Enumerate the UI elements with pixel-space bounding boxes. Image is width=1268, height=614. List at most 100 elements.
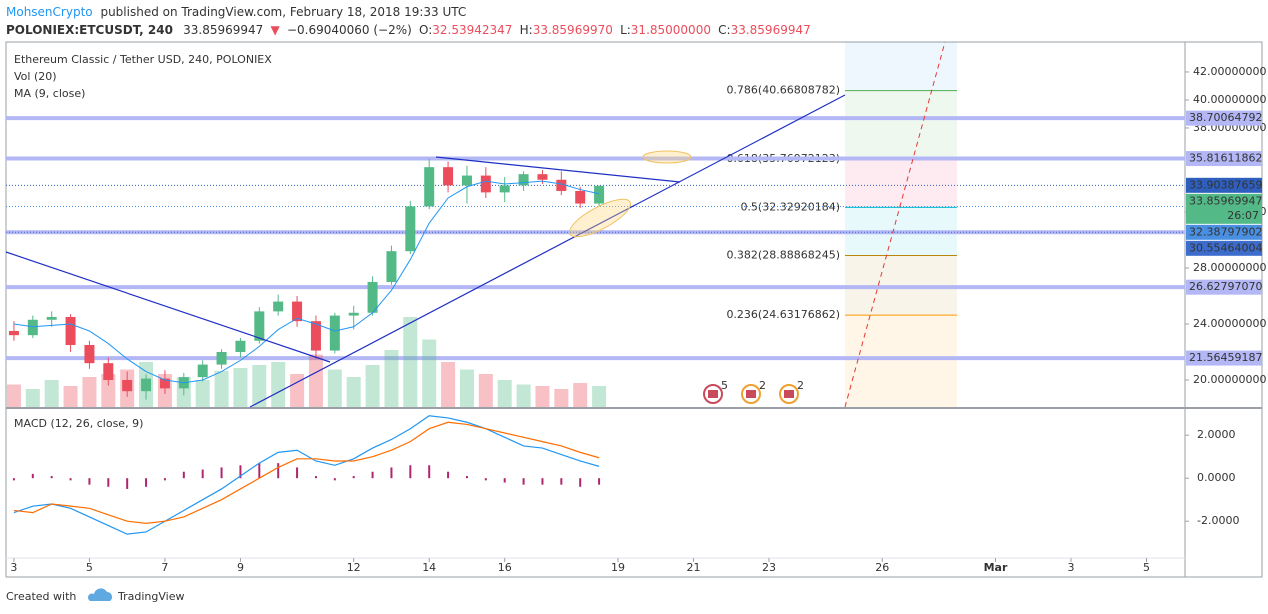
volume-bar xyxy=(459,369,474,407)
histogram-bar xyxy=(447,471,450,479)
volume-bar xyxy=(535,386,550,407)
price-label-box xyxy=(1186,224,1262,240)
histogram-bar xyxy=(390,467,393,479)
symbol-line: POLONIEX:ETCUSDT, 240 33.85969947 ▼ −0.6… xyxy=(6,23,811,37)
ma-label: MA (9, close) xyxy=(14,87,85,100)
macd-line xyxy=(13,421,600,524)
x-tick-label: Mar xyxy=(984,561,1008,574)
price-label: 33.90387659 xyxy=(1189,178,1262,191)
price-label: 35.81611862 xyxy=(1189,152,1262,165)
x-tick-label: 12 xyxy=(347,561,361,574)
highlight-ellipse xyxy=(569,198,631,238)
candle-body xyxy=(122,379,133,392)
fib-label: 0.5(32.32920184) xyxy=(740,200,840,213)
price-label-box xyxy=(1186,350,1262,366)
histogram-bar xyxy=(220,467,223,479)
volume-bar xyxy=(233,368,248,407)
price-label-box xyxy=(1186,193,1262,224)
volume-bar xyxy=(403,317,418,407)
ohlc-h-key: H: xyxy=(520,23,533,37)
volume-bar xyxy=(516,384,531,407)
candle-body xyxy=(386,251,397,282)
candle-body xyxy=(405,206,416,252)
histogram-bar xyxy=(126,478,129,489)
price-label: 26.62797070 xyxy=(1189,280,1262,293)
x-tick-label: 26 xyxy=(875,561,889,574)
histogram-bar xyxy=(182,471,185,479)
histogram-bar xyxy=(88,478,91,485)
ohlc-c: 33.85969947 xyxy=(731,23,811,37)
y-tick-label: 24.00000000 xyxy=(1193,317,1266,330)
price-label: 33.85969947 xyxy=(1189,194,1262,207)
event-flag xyxy=(708,390,718,398)
candle-body xyxy=(292,301,303,322)
volume-bar xyxy=(554,389,569,407)
x-tick-label: 16 xyxy=(498,561,512,574)
candle-body xyxy=(367,281,378,313)
histogram-bar xyxy=(107,478,110,487)
candle-body xyxy=(443,167,454,186)
brand[interactable]: TradingView xyxy=(117,590,184,603)
x-tick-label: 5 xyxy=(86,561,93,574)
author[interactable]: MohsenCrypto xyxy=(6,5,93,19)
volume-bar xyxy=(308,354,323,407)
volume-bar xyxy=(497,380,512,407)
candle-body xyxy=(84,344,95,364)
x-tick-label: 5 xyxy=(1143,561,1150,574)
published: published on TradingView.com, February 1… xyxy=(100,5,466,19)
histogram-bar xyxy=(484,478,487,481)
candle-body xyxy=(348,312,359,316)
ohlc-h: 33.85969970 xyxy=(533,23,613,37)
volume-bar xyxy=(478,374,493,407)
price-label: 32.38797902 xyxy=(1189,225,1262,238)
frame xyxy=(5,41,1263,578)
price-label: 21.56459187 xyxy=(1189,351,1262,364)
macd-title: MACD (12, 26, close, 9) xyxy=(14,417,143,430)
histogram-bar xyxy=(145,478,148,487)
histogram-bar xyxy=(314,476,317,479)
histogram-bar xyxy=(201,469,204,479)
ohlc-l-key: L: xyxy=(620,23,631,37)
volume-bar xyxy=(25,389,40,407)
histogram-bar xyxy=(409,465,412,479)
histogram-bar xyxy=(598,478,601,485)
y-tick-label: 40.00000000 xyxy=(1193,93,1266,106)
volume-bar xyxy=(290,374,305,407)
y-tick-label: 20.00000000 xyxy=(1193,373,1266,386)
fib-label: 0.236(24.63176862) xyxy=(726,308,840,321)
fib-label: 0.786(40.66808782) xyxy=(726,84,840,97)
volume-bar xyxy=(573,383,588,407)
price-label: 30.55464004 xyxy=(1189,241,1262,254)
ohlc-l: 31.85000000 xyxy=(631,23,711,37)
candle-body xyxy=(235,340,246,352)
volume-bar xyxy=(346,377,361,407)
candle-body xyxy=(424,167,435,207)
fib-zone xyxy=(845,315,957,407)
candle-body xyxy=(141,378,152,392)
candle-body xyxy=(197,364,208,378)
candle-body xyxy=(216,351,227,365)
histogram-bar xyxy=(163,478,166,481)
trend-line xyxy=(435,156,681,183)
histogram-bar xyxy=(560,478,563,485)
price-label-box xyxy=(1186,279,1262,295)
volume-bar xyxy=(6,384,21,407)
y-tick-label: 42.00000000 xyxy=(1193,65,1266,78)
volume-bar xyxy=(44,380,59,407)
histogram-bar xyxy=(258,463,261,479)
highlight-ellipse xyxy=(642,150,692,164)
candle-body xyxy=(273,301,284,312)
candle-body xyxy=(480,175,491,193)
candle-body xyxy=(518,174,529,186)
price-label-box xyxy=(1186,177,1262,193)
candle-body xyxy=(594,185,605,204)
histogram-bar xyxy=(503,478,506,483)
histogram-bar xyxy=(352,476,355,479)
volume-bar xyxy=(365,365,380,407)
projection-line xyxy=(844,41,946,408)
price-label-box xyxy=(1186,110,1262,126)
event-count: 2 xyxy=(759,379,766,392)
volume-bar xyxy=(441,362,456,407)
candle-body xyxy=(556,179,567,191)
volume-bar xyxy=(252,365,267,407)
